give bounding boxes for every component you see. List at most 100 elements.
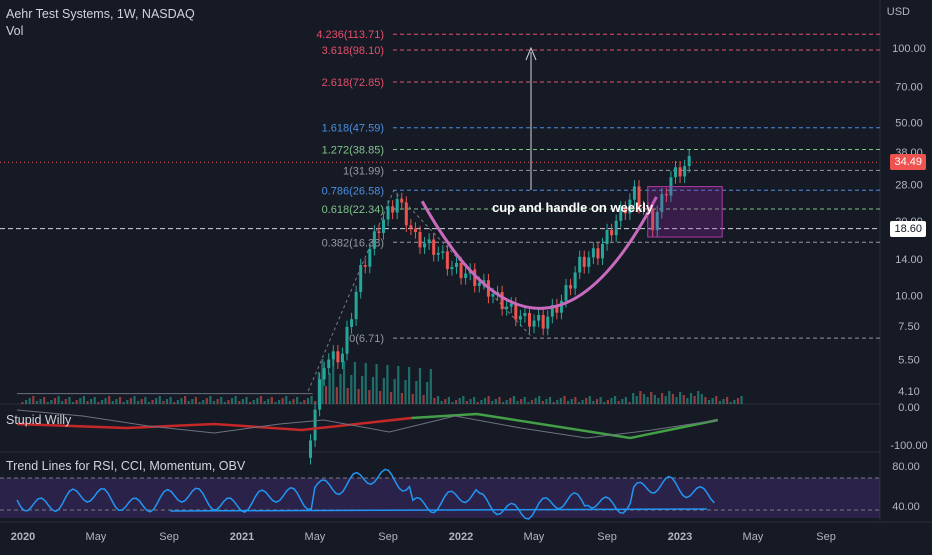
volume-bar [57, 396, 60, 404]
rsi-band [0, 478, 880, 518]
volume-bar [263, 401, 266, 404]
target-arrow-head [525, 46, 537, 61]
volume-bar [277, 400, 281, 404]
candle-body [605, 230, 609, 244]
volume-bar [310, 396, 313, 404]
candle-body [578, 256, 582, 273]
candle-body [569, 285, 573, 289]
volume-bar [238, 401, 241, 404]
volume-bar [314, 401, 317, 404]
candle-body [372, 231, 376, 249]
volume-bar [115, 399, 118, 404]
time-tick-label: May [86, 531, 107, 543]
volume-bar [299, 402, 302, 404]
candle-body [582, 256, 586, 267]
volume-bar [476, 402, 479, 404]
volume-bar [140, 399, 143, 404]
candle-body [674, 167, 677, 178]
volume-bar [187, 401, 190, 404]
indicator-trend-lines-label[interactable]: Trend Lines for RSI, CCI, Momentum, OBV [6, 459, 246, 473]
cup-curve [420, 196, 658, 310]
volume-bar [494, 399, 497, 404]
candle-body [359, 265, 363, 292]
volume-bar [740, 396, 743, 404]
volume-bar [342, 361, 346, 404]
candle-body [509, 303, 513, 307]
volume-bar [639, 391, 642, 404]
volume-bar [668, 391, 671, 404]
volume-bar [527, 402, 530, 404]
indicator-stupid-willy-label[interactable]: Stupid Willy [6, 413, 72, 427]
volume-bar [711, 398, 714, 404]
volume-bar [129, 398, 132, 404]
candle-body [455, 262, 458, 268]
volume-bar [541, 401, 544, 404]
volume-bar [118, 397, 122, 404]
volume-bar [28, 398, 31, 404]
volume-bar [82, 396, 86, 404]
volume-label: Vol [6, 24, 24, 38]
volume-bar [523, 397, 526, 404]
volume-bar [241, 399, 245, 404]
candle-body [541, 315, 545, 329]
volume-bar [458, 398, 461, 404]
fib-level-label: 0.382(16.38) [322, 237, 384, 249]
price-tick-label: 100.00 [892, 43, 926, 55]
volume-bar [556, 400, 559, 404]
volume-bar [79, 398, 82, 404]
candle-body [327, 359, 331, 369]
volume-bar [259, 396, 263, 404]
time-tick-label: May [743, 531, 764, 543]
candle-body [614, 220, 618, 236]
volume-bar [303, 400, 306, 404]
volume-bar [577, 402, 581, 404]
volume-bar [285, 396, 288, 404]
volume-bar [653, 395, 656, 404]
candle-body [436, 252, 440, 255]
volume-bar [473, 397, 476, 404]
volume-bar [100, 400, 104, 404]
candle-body [322, 368, 326, 380]
stupid-willy-red [16, 416, 412, 432]
volume-bar [415, 381, 418, 404]
candle-body [331, 351, 335, 360]
volume-bar [90, 399, 93, 404]
volume-bar [469, 399, 472, 404]
candle-body [418, 232, 422, 248]
volume-bar [371, 377, 375, 404]
candle-body [350, 319, 354, 327]
candle-body [619, 207, 623, 221]
volume-bar [686, 398, 689, 404]
candle-body [505, 306, 509, 310]
volume-bar [368, 390, 371, 404]
volume-bar [657, 398, 660, 404]
volume-bar [679, 392, 682, 404]
volume-bar [249, 402, 252, 404]
time-tick-label: Sep [597, 531, 617, 543]
candle-body [623, 207, 627, 214]
volume-bar [433, 398, 436, 404]
volume-bar [675, 397, 678, 404]
volume-bar [223, 402, 226, 404]
volume-bar [455, 400, 458, 404]
volume-bar [538, 396, 541, 404]
candle-body [363, 265, 367, 267]
volume-bar [718, 401, 721, 404]
candle-body [309, 440, 312, 458]
volume-bar [400, 393, 403, 404]
candle-body [678, 167, 682, 177]
volume-bar [165, 399, 169, 404]
volume-bar [501, 402, 505, 404]
volume-bar [617, 401, 620, 404]
volume-bar [397, 366, 400, 404]
volume-bar [487, 396, 490, 404]
rsi-trend-line [170, 508, 707, 512]
volume-bar [603, 402, 606, 404]
candle-body [591, 248, 595, 258]
candle-body [596, 248, 600, 259]
volume-bar [480, 400, 483, 404]
candle-body [632, 186, 636, 200]
volume-bar [202, 400, 205, 404]
